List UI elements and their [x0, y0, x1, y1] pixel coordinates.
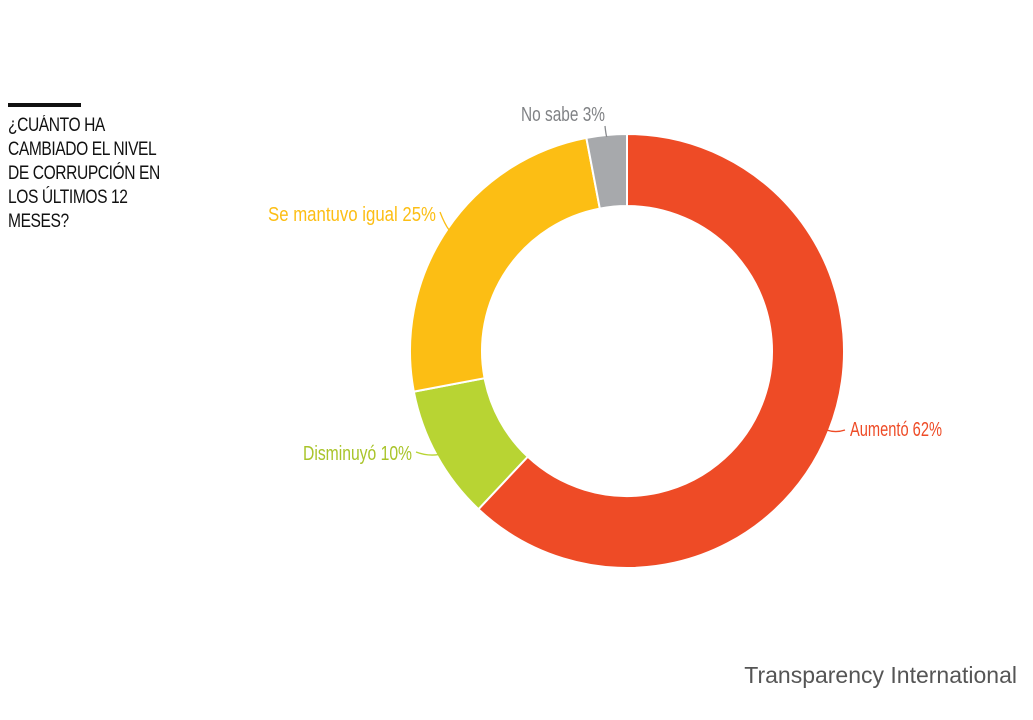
- chart-title-line: DE CORRUPCIÓN EN: [8, 163, 160, 184]
- title-rule: [8, 103, 81, 107]
- leader-line: [604, 125, 608, 138]
- donut-slice-aument-: [477, 132, 845, 569]
- donut-slice-no-sabe: [585, 132, 628, 210]
- chart-title: ¿CUÁNTO HA CAMBIADO EL NIVEL DE CORRUPCI…: [8, 114, 172, 234]
- chart-title-line: LOS ÚLTIMOS 12: [8, 187, 128, 208]
- leader-line: [826, 429, 846, 433]
- source-credit: Transparency International: [744, 662, 1017, 688]
- slice-label: Aumentó 62%: [850, 419, 942, 441]
- slice-label: Se mantuvo igual 25%: [268, 204, 436, 226]
- slice-labels: Aumentó 62% Disminuyó 10% Se mantuvo igual…: [268, 104, 942, 465]
- chart-title-line: CAMBIADO EL NIVEL: [8, 139, 157, 160]
- slice-label: Disminuyó 10%: [303, 443, 412, 465]
- chart-title-line: ¿CUÁNTO HA: [8, 115, 105, 136]
- leader-line: [415, 451, 439, 456]
- chart-title-line: MESES?: [8, 211, 69, 232]
- label-leaders: [415, 125, 846, 456]
- leader-line: [439, 211, 450, 231]
- donut-slice-se-mantuvo-igual: [409, 136, 601, 393]
- donut-slices: [409, 132, 845, 569]
- slice-label: No sabe 3%: [521, 104, 605, 126]
